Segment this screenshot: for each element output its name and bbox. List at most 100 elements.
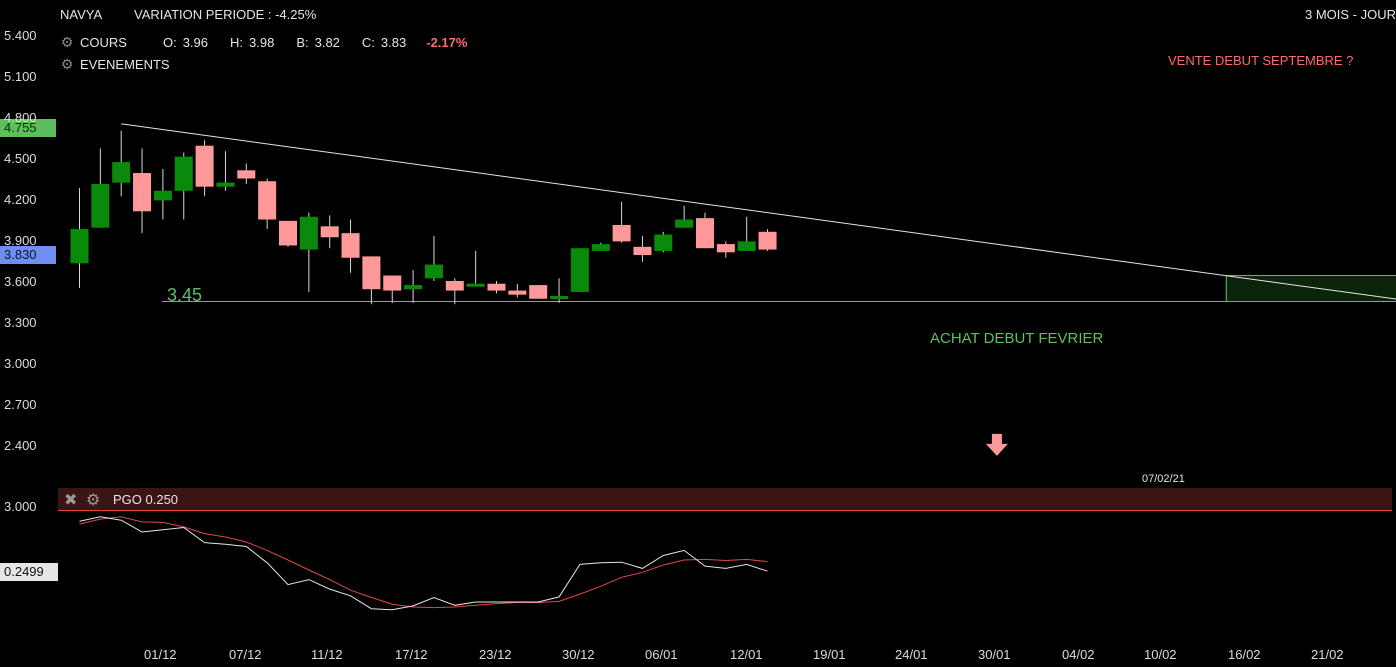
candle: [153, 168, 172, 220]
y-tick-label: 5.400: [4, 28, 37, 43]
x-tick-label: 30/12: [562, 647, 595, 662]
candle: [529, 285, 548, 299]
pgo-chart[interactable]: [0, 510, 1396, 640]
candle-body: [91, 183, 110, 228]
x-tick-label: 07/12: [229, 647, 262, 662]
gear-icon[interactable]: ⚙: [60, 34, 74, 50]
candle-body: [383, 275, 402, 291]
x-tick-label: 19/01: [813, 647, 846, 662]
candles: [70, 130, 777, 305]
candle: [91, 148, 110, 228]
x-tick-label: 12/01: [730, 647, 763, 662]
candle: [112, 130, 131, 197]
close-label: C:: [361, 35, 375, 50]
y-tick-label: 2.400: [4, 438, 37, 453]
x-tick-label: 04/02: [1062, 647, 1095, 662]
candle: [696, 212, 714, 249]
candle-body: [487, 283, 506, 291]
candle-body: [716, 244, 735, 253]
candle-body: [758, 231, 777, 250]
period-variation: VARIATION PERIODE : -4.25%: [134, 7, 317, 22]
candle: [133, 148, 152, 234]
open-label: O:: [162, 35, 177, 50]
candle-body: [529, 285, 548, 299]
pgo-line: [79, 516, 768, 611]
candle: [445, 278, 464, 305]
candle: [570, 248, 589, 292]
x-tick-label: 16/02: [1228, 647, 1261, 662]
low-value: 3.82: [314, 35, 340, 50]
events-label[interactable]: EVENEMENTS: [80, 57, 170, 72]
candle: [383, 275, 402, 303]
x-tick-label: 11/12: [311, 647, 343, 662]
candle-body: [508, 290, 527, 295]
y-tick-label: 5.100: [4, 69, 37, 84]
trend-layer: [121, 123, 1396, 302]
gear-icon[interactable]: ⚙: [86, 492, 101, 509]
symbol-name: NAVYA: [60, 7, 103, 22]
x-tick-label: 21/02: [1311, 647, 1344, 662]
gear-icon[interactable]: ⚙: [60, 56, 74, 72]
candle: [341, 219, 360, 273]
candle: [299, 212, 318, 292]
candle: [758, 229, 777, 251]
candle-body: [633, 246, 652, 256]
x-tick-label: 30/01: [978, 647, 1011, 662]
candle: [320, 215, 339, 249]
candle: [550, 278, 569, 303]
candle: [737, 216, 756, 251]
candle: [279, 220, 297, 247]
y-tick-label: 2.700: [4, 397, 37, 412]
candle: [174, 152, 193, 220]
candle-body: [174, 156, 193, 191]
candle: [466, 250, 485, 287]
candle-body: [341, 233, 360, 258]
candle-body: [195, 145, 214, 187]
support-level-label: 3.45: [167, 285, 202, 305]
candle: [424, 235, 443, 281]
candle-body: [466, 283, 485, 287]
candle-body: [550, 296, 569, 300]
candle: [216, 151, 235, 191]
y-tick-label: 4.200: [4, 192, 37, 207]
period-selector[interactable]: 3 MOIS - JOUR: [1304, 7, 1396, 22]
candle-body: [445, 281, 464, 291]
cours-label[interactable]: COURS: [80, 35, 127, 50]
events-legend: ⚙ EVENEMENTS: [60, 56, 170, 73]
candle-body: [404, 285, 423, 290]
candle-body: [362, 256, 381, 290]
candle: [633, 235, 652, 262]
y-tick-label: 4.500: [4, 151, 37, 166]
close-value: 3.83: [380, 35, 407, 50]
candle: [404, 270, 423, 303]
marker-price-tag: 4.755: [0, 119, 56, 137]
candle: [258, 178, 277, 230]
candle-body: [216, 182, 235, 187]
high-value: 3.98: [249, 35, 275, 50]
x-tick-label: 23/12: [479, 647, 512, 662]
candle-body: [299, 216, 318, 250]
signal-arrows: [985, 433, 1008, 456]
x-tick-label: 01/12: [144, 647, 177, 662]
candle-body: [133, 173, 152, 212]
candle-body: [570, 248, 589, 292]
close-icon[interactable]: ✖: [64, 492, 78, 509]
y-tick-label: 3.300: [4, 315, 37, 330]
candle-body: [675, 219, 694, 228]
candle-body: [70, 229, 89, 264]
change-percent: -2.17%: [426, 35, 468, 50]
y-tick-label: 3.900: [4, 233, 37, 248]
candle: [70, 188, 89, 288]
x-tick-label: 17/12: [395, 647, 428, 662]
indicator-top-tick: 3.000: [4, 499, 37, 514]
cours-legend: ⚙ COURS O: 3.96 H: 3.98 B: 3.82 C: 3.83 -2.1…: [60, 34, 468, 51]
indicator-header: ✖ ⚙ PGO 0.250: [58, 488, 1392, 511]
candle-body: [279, 220, 297, 246]
candle-body: [612, 224, 631, 242]
candle: [675, 205, 694, 228]
high-label: H:: [230, 35, 243, 50]
candle-body: [654, 234, 673, 251]
candle: [612, 201, 631, 243]
indicator-value-tag: 0.2499: [0, 563, 58, 581]
price-chart[interactable]: 5.400 5.100 4.800 4.500 4.200 3.900 3.600 3.300…: [0, 0, 1396, 488]
